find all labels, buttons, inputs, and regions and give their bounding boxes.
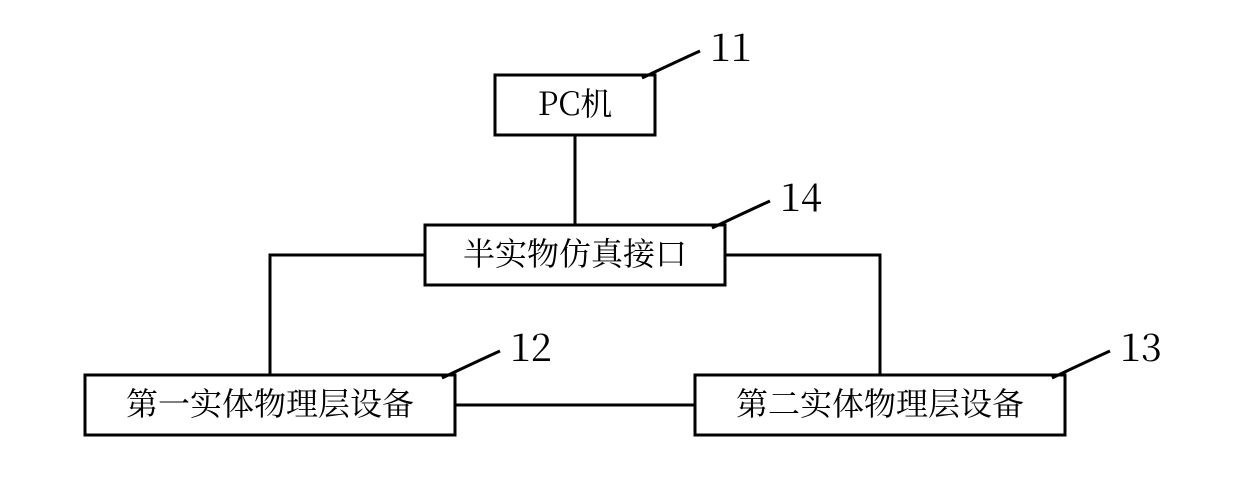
leader-interface bbox=[712, 201, 770, 228]
edge-interface-dev2 bbox=[725, 255, 880, 375]
leader-dev1 bbox=[442, 351, 500, 378]
node-interface-label: 半实物仿真接口 bbox=[463, 229, 687, 275]
node-interface-number: 14 bbox=[780, 167, 822, 222]
node-pc-label: PC机 bbox=[538, 79, 613, 125]
node-dev2-number: 13 bbox=[1120, 317, 1162, 372]
system-diagram: PC机 11 半实物仿真接口 14 第一实体物理层设备 12 第二实体物理层设备… bbox=[0, 0, 1240, 501]
leader-dev2 bbox=[1052, 351, 1110, 378]
node-dev1-label: 第一实体物理层设备 bbox=[126, 379, 414, 425]
node-dev2-label: 第二实体物理层设备 bbox=[736, 379, 1024, 425]
node-pc-number: 11 bbox=[710, 17, 752, 72]
node-dev1-number: 12 bbox=[510, 317, 552, 372]
edge-interface-dev1 bbox=[270, 255, 425, 375]
leader-pc bbox=[642, 51, 700, 78]
